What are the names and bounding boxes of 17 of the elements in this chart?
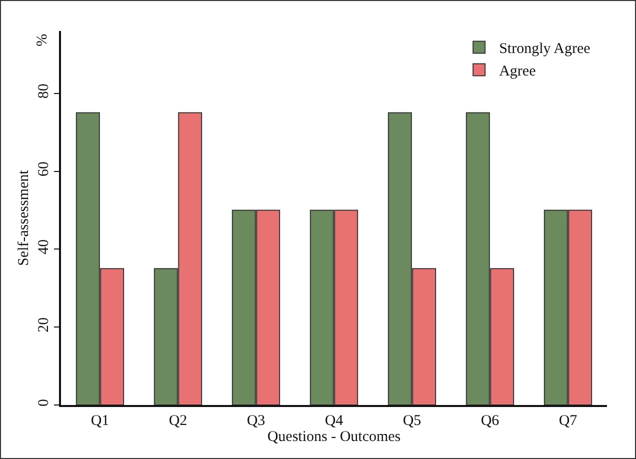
y-tick-label: 20 — [36, 317, 52, 332]
y-tick-label: 40 — [36, 239, 52, 254]
x-tick-label: Q7 — [558, 413, 578, 429]
text: % — [34, 34, 50, 46]
x-tick-label: Q4 — [324, 413, 344, 429]
legend-label: Agree — [499, 64, 536, 80]
x-tick-label: Q1 — [90, 413, 110, 429]
y-axis-title: Self-assessment — [16, 169, 32, 266]
y-tick-label: 60 — [36, 162, 52, 176]
x-tick-label: Q2 — [168, 413, 188, 429]
x-tick-label: Q6 — [480, 413, 500, 429]
x-tick-label: Q3 — [246, 413, 266, 429]
legend-label: Strongly Agree — [499, 41, 591, 58]
y-tick-label: 80 — [36, 84, 52, 99]
x-axis-title: Questions - Outcomes — [267, 429, 401, 445]
x-tick-label: Q5 — [402, 413, 422, 429]
y-tick-label: 0 — [36, 399, 52, 406]
